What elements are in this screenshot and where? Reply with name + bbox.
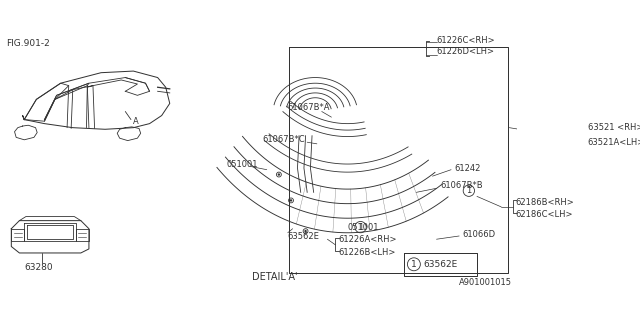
Text: 1: 1 xyxy=(466,186,472,195)
Text: 61226D<LH>: 61226D<LH> xyxy=(436,47,495,56)
Text: FIG.901-2: FIG.901-2 xyxy=(6,39,50,48)
Text: 62186B<RH>: 62186B<RH> xyxy=(515,197,573,206)
Text: 61066D: 61066D xyxy=(462,230,495,239)
Text: 63562E: 63562E xyxy=(287,232,319,241)
Text: 61226C<RH>: 61226C<RH> xyxy=(436,36,495,45)
Text: 63521 <RH>: 63521 <RH> xyxy=(588,123,640,132)
Text: 1: 1 xyxy=(358,223,363,232)
Text: 051001: 051001 xyxy=(227,160,258,169)
Text: 63521A<LH>: 63521A<LH> xyxy=(588,138,640,147)
Text: 61226A<RH>: 61226A<RH> xyxy=(338,235,396,244)
Circle shape xyxy=(305,230,307,232)
Text: A: A xyxy=(133,117,139,126)
Text: 61067B*B: 61067B*B xyxy=(440,181,483,190)
Text: 61067B*C: 61067B*C xyxy=(263,135,305,144)
Text: A901001015: A901001015 xyxy=(459,278,512,287)
Text: 61226B<LH>: 61226B<LH> xyxy=(338,248,396,257)
Text: 61242: 61242 xyxy=(454,164,481,172)
Text: 051001: 051001 xyxy=(348,223,379,232)
Text: 1: 1 xyxy=(411,260,417,269)
Circle shape xyxy=(278,173,280,176)
Text: DETAIL'A': DETAIL'A' xyxy=(252,272,298,282)
Text: 61067B*A: 61067B*A xyxy=(287,103,330,112)
Text: 63562E: 63562E xyxy=(424,260,458,269)
Text: 63280: 63280 xyxy=(24,263,53,272)
Circle shape xyxy=(290,199,292,202)
Text: 62186C<LH>: 62186C<LH> xyxy=(515,211,572,220)
